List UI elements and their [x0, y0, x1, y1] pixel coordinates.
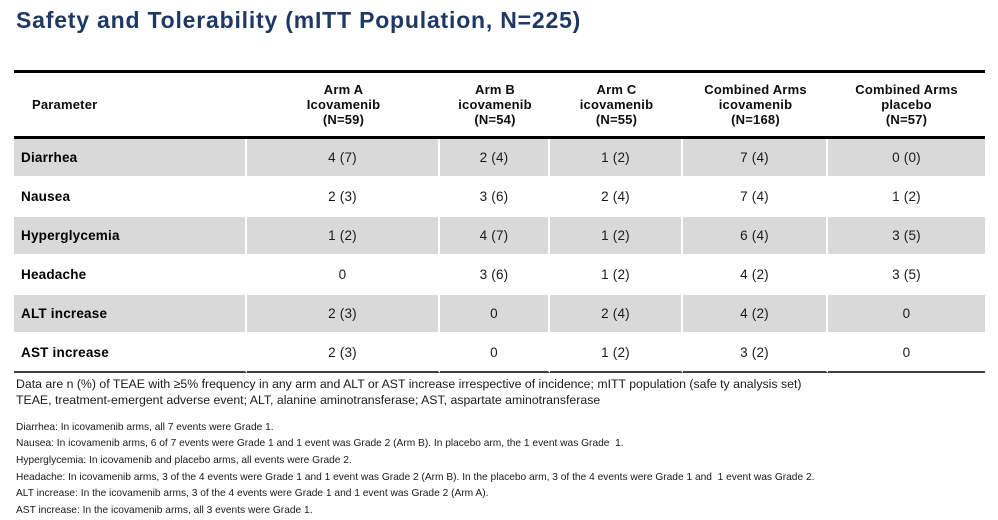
- footnote-diarrhea: Diarrhea: In icovamenib arms, all 7 even…: [16, 421, 274, 433]
- page-title: Safety and Tolerability (mITT Population…: [16, 7, 582, 33]
- cell-value: 6 (4): [683, 217, 828, 256]
- footnote-alt-increase: ALT increase: In the icovamenib arms, 3 …: [16, 488, 489, 500]
- cell-value: 2 (3): [247, 334, 440, 373]
- footnote-abbreviations: TEAE, treatment-emergent adverse event; …: [16, 392, 601, 407]
- footnote-headache: Headache: In icovamenib arms, 3 of the 4…: [16, 471, 815, 483]
- table-row-alt-increase: ALT increase 2 (3) 0 2 (4) 4 (2) 0: [14, 295, 985, 334]
- cell-value: 2 (4): [440, 139, 550, 178]
- cell-value: 1 (2): [247, 217, 440, 256]
- table-row-headache: Headache 0 3 (6) 1 (2) 4 (2) 3 (5): [14, 256, 985, 295]
- cell-value: 3 (5): [828, 256, 985, 295]
- table-row-nausea: Nausea 2 (3) 3 (6) 2 (4) 7 (4) 1 (2): [14, 178, 985, 217]
- row-label: ALT increase: [14, 295, 247, 334]
- cell-value: 1 (2): [550, 334, 683, 373]
- column-header-arm-b: Arm B icovamenib (N=54): [440, 70, 550, 139]
- row-label: AST increase: [14, 334, 247, 373]
- column-header-combined-icovamenib: Combined Arms icovamenib (N=168): [683, 70, 828, 139]
- cell-value: 0: [440, 295, 550, 334]
- row-label: Nausea: [14, 178, 247, 217]
- cell-value: 2 (3): [247, 178, 440, 217]
- row-label: Headache: [14, 256, 247, 295]
- cell-value: 0: [440, 334, 550, 373]
- column-header-parameter: Parameter: [14, 70, 247, 139]
- cell-value: 4 (2): [683, 295, 828, 334]
- cell-value: 7 (4): [683, 139, 828, 178]
- footnote-primary-block: Data are n (%) of TEAE with ≥5% frequenc…: [16, 377, 991, 409]
- safety-tolerability-table: Parameter Arm A Icovamenib (N=59) Arm B …: [14, 70, 985, 373]
- cell-value: 2 (3): [247, 295, 440, 334]
- footnote-detail-block: Diarrhea: In icovamenib arms, all 7 even…: [16, 420, 991, 520]
- cell-value: 1 (2): [828, 178, 985, 217]
- cell-value: 7 (4): [683, 178, 828, 217]
- footnote-ast-increase: AST increase: In the icovamenib arms, al…: [16, 505, 313, 517]
- cell-value: 0 (0): [828, 139, 985, 178]
- footnote-nausea: Nausea: In icovamenib arms, 6 of 7 event…: [16, 438, 624, 450]
- cell-value: 4 (7): [440, 217, 550, 256]
- footnotes: Data are n (%) of TEAE with ≥5% frequenc…: [16, 377, 991, 520]
- row-label: Diarrhea: [14, 139, 247, 178]
- column-header-arm-a: Arm A Icovamenib (N=59): [247, 70, 440, 139]
- cell-value: 3 (6): [440, 178, 550, 217]
- table-row-hyperglycemia: Hyperglycemia 1 (2) 4 (7) 1 (2) 6 (4) 3 …: [14, 217, 985, 256]
- cell-value: 0: [828, 295, 985, 334]
- cell-value: 2 (4): [550, 295, 683, 334]
- column-header-combined-placebo: Combined Arms placebo (N=57): [828, 70, 985, 139]
- cell-value: 1 (2): [550, 217, 683, 256]
- cell-value: 3 (2): [683, 334, 828, 373]
- row-label: Hyperglycemia: [14, 217, 247, 256]
- cell-value: 0: [247, 256, 440, 295]
- cell-value: 1 (2): [550, 139, 683, 178]
- footnote-data-definition: Data are n (%) of TEAE with ≥5% frequenc…: [16, 377, 802, 391]
- footnote-hyperglycemia: Hyperglycemia: In icovamenib and placebo…: [16, 455, 352, 466]
- cell-value: 2 (4): [550, 178, 683, 217]
- cell-value: 3 (5): [828, 217, 985, 256]
- column-header-arm-c: Arm C icovamenib (N=55): [550, 70, 683, 139]
- cell-value: 1 (2): [550, 256, 683, 295]
- table-row-ast-increase: AST increase 2 (3) 0 1 (2) 3 (2) 0: [14, 334, 985, 373]
- cell-value: 4 (7): [247, 139, 440, 178]
- table-header-row: Parameter Arm A Icovamenib (N=59) Arm B …: [14, 70, 985, 139]
- table-row-diarrhea: Diarrhea 4 (7) 2 (4) 1 (2) 7 (4) 0 (0): [14, 139, 985, 178]
- cell-value: 4 (2): [683, 256, 828, 295]
- cell-value: 3 (6): [440, 256, 550, 295]
- cell-value: 0: [828, 334, 985, 373]
